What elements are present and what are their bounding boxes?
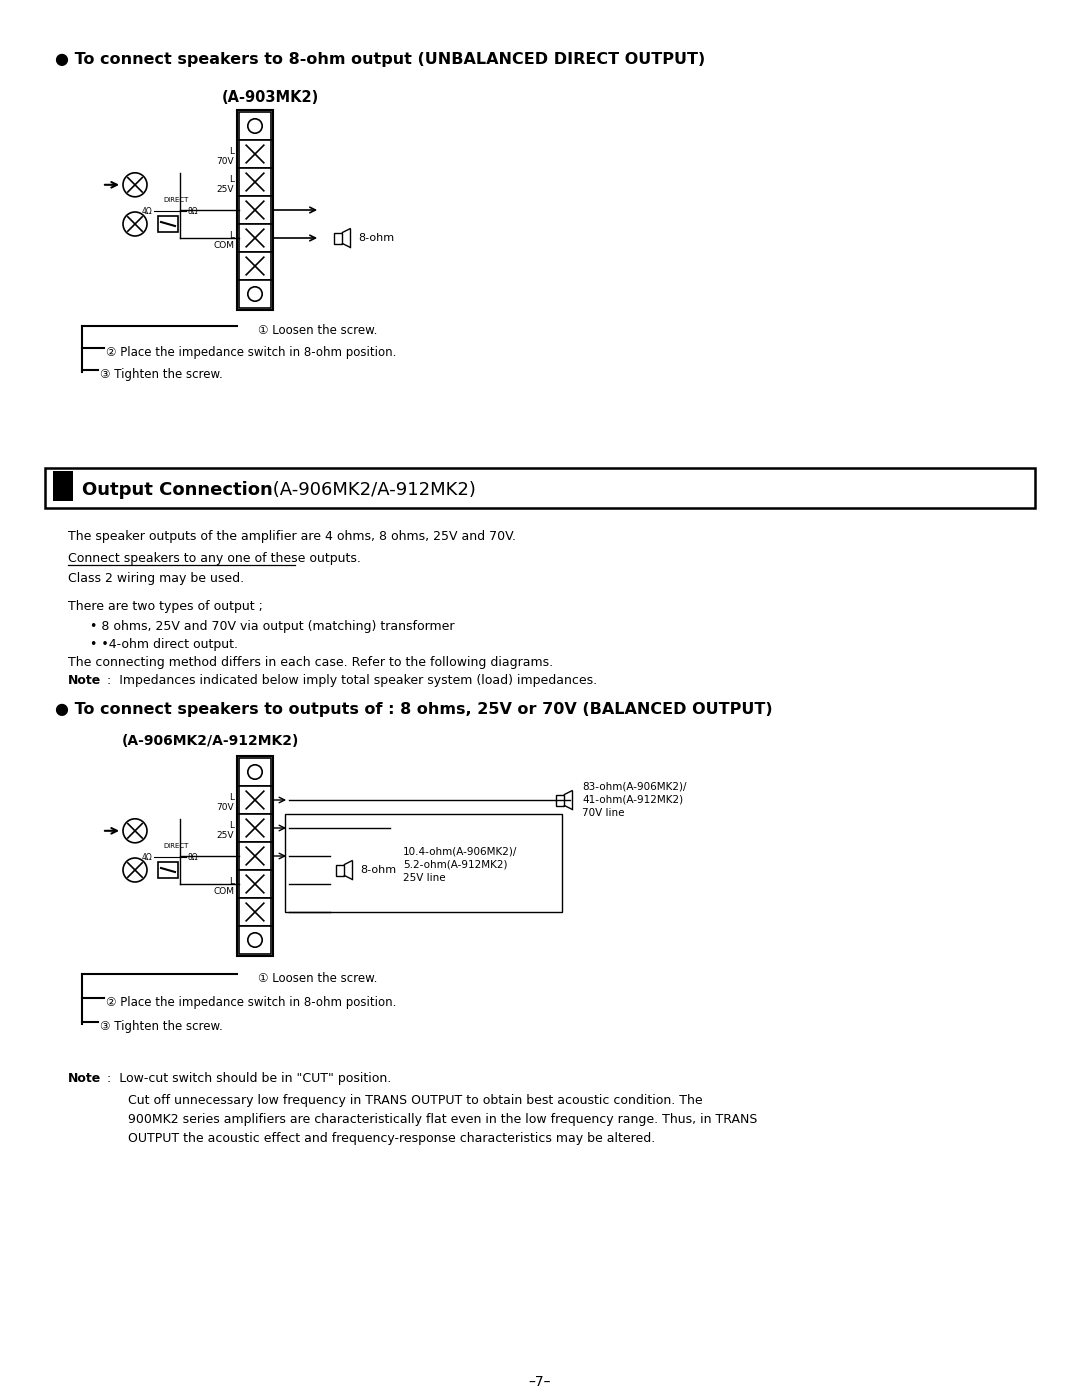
Text: 83-ohm(A-906MK2)/
41-ohm(A-912MK2)
70V line: 83-ohm(A-906MK2)/ 41-ohm(A-912MK2) 70V l… bbox=[582, 782, 687, 819]
Text: COM: COM bbox=[213, 240, 234, 250]
Text: ③ Tighten the screw.: ③ Tighten the screw. bbox=[100, 367, 222, 381]
Bar bbox=[239, 112, 271, 140]
Text: L: L bbox=[229, 820, 234, 830]
Bar bbox=[239, 224, 271, 251]
Text: Output Connection: Output Connection bbox=[82, 481, 273, 499]
Text: • 8 ohms, 25V and 70V via output (matching) transformer: • 8 ohms, 25V and 70V via output (matchi… bbox=[90, 620, 455, 633]
Text: 70V: 70V bbox=[216, 156, 234, 165]
Bar bbox=[237, 110, 273, 310]
Bar bbox=[239, 926, 271, 954]
Circle shape bbox=[123, 173, 147, 197]
Bar bbox=[239, 814, 271, 842]
Text: Cut off unnecessary low frequency in TRANS OUTPUT to obtain best acoustic condit: Cut off unnecessary low frequency in TRA… bbox=[129, 1094, 757, 1146]
Bar bbox=[239, 196, 271, 224]
Text: DIRECT: DIRECT bbox=[163, 842, 188, 849]
Text: ● To connect speakers to outputs of : 8 ohms, 25V or 70V (BALANCED OUTPUT): ● To connect speakers to outputs of : 8 … bbox=[55, 703, 772, 717]
Bar bbox=[555, 795, 565, 806]
Text: 25V: 25V bbox=[216, 830, 234, 840]
Bar bbox=[158, 862, 178, 877]
Text: Connect speakers to any one of these outputs.: Connect speakers to any one of these out… bbox=[68, 552, 361, 564]
Bar bbox=[334, 232, 342, 243]
Text: :  Low-cut switch should be in "CUT" position.: : Low-cut switch should be in "CUT" posi… bbox=[103, 1071, 391, 1085]
Text: 8-ohm: 8-ohm bbox=[360, 865, 396, 875]
Bar bbox=[239, 898, 271, 926]
Text: 25V: 25V bbox=[216, 184, 234, 194]
Text: ② Place the impedance switch in 8-ohm position.: ② Place the impedance switch in 8-ohm po… bbox=[106, 346, 396, 359]
Bar bbox=[239, 168, 271, 196]
Bar bbox=[239, 842, 271, 870]
Bar bbox=[158, 217, 178, 232]
Text: 10.4-ohm(A-906MK2)/
5.2-ohm(A-912MK2)
25V line: 10.4-ohm(A-906MK2)/ 5.2-ohm(A-912MK2) 25… bbox=[403, 847, 517, 883]
Text: Note: Note bbox=[68, 1071, 102, 1085]
Circle shape bbox=[247, 286, 262, 302]
Text: ③ Tighten the screw.: ③ Tighten the screw. bbox=[100, 1020, 222, 1032]
Text: Note: Note bbox=[68, 673, 102, 687]
Text: The connecting method differs in each case. Refer to the following diagrams.: The connecting method differs in each ca… bbox=[68, 657, 553, 669]
Circle shape bbox=[123, 858, 147, 882]
Text: • •4-ohm direct output.: • •4-ohm direct output. bbox=[90, 638, 238, 651]
Text: (A-906MK2/A-912MK2): (A-906MK2/A-912MK2) bbox=[122, 733, 299, 747]
Bar bbox=[45, 468, 1035, 509]
Text: L: L bbox=[229, 792, 234, 802]
Text: :  Impedances indicated below imply total speaker system (load) impedances.: : Impedances indicated below imply total… bbox=[103, 673, 597, 687]
Text: 8-ohm: 8-ohm bbox=[357, 233, 394, 243]
Text: 4Ω: 4Ω bbox=[141, 207, 152, 215]
Circle shape bbox=[123, 212, 147, 236]
Bar bbox=[239, 870, 271, 898]
Bar bbox=[239, 279, 271, 307]
Text: L: L bbox=[229, 175, 234, 183]
Bar bbox=[53, 471, 73, 502]
Text: COM: COM bbox=[213, 887, 234, 895]
Text: L: L bbox=[229, 876, 234, 886]
Text: (A-906MK2/A-912MK2): (A-906MK2/A-912MK2) bbox=[267, 481, 476, 499]
Text: The speaker outputs of the amplifier are 4 ohms, 8 ohms, 25V and 70V.: The speaker outputs of the amplifier are… bbox=[68, 529, 516, 543]
Text: DIRECT: DIRECT bbox=[163, 197, 188, 203]
Bar bbox=[239, 787, 271, 814]
Circle shape bbox=[247, 933, 262, 947]
Text: Class 2 wiring may be used.: Class 2 wiring may be used. bbox=[68, 571, 244, 585]
Text: L: L bbox=[229, 231, 234, 239]
Text: ② Place the impedance switch in 8-ohm position.: ② Place the impedance switch in 8-ohm po… bbox=[106, 996, 396, 1009]
Circle shape bbox=[247, 119, 262, 133]
Text: ● To connect speakers to 8-ohm output (UNBALANCED DIRECT OUTPUT): ● To connect speakers to 8-ohm output (U… bbox=[55, 52, 705, 67]
Text: 70V: 70V bbox=[216, 802, 234, 812]
Text: (A-903MK2): (A-903MK2) bbox=[222, 89, 320, 105]
Bar bbox=[239, 759, 271, 787]
Bar bbox=[336, 865, 345, 876]
Text: L: L bbox=[229, 147, 234, 155]
Text: ① Loosen the screw.: ① Loosen the screw. bbox=[258, 972, 377, 985]
Text: 8Ω: 8Ω bbox=[188, 207, 199, 215]
Bar bbox=[285, 814, 562, 912]
Bar bbox=[237, 756, 273, 956]
Text: –7–: –7– bbox=[529, 1375, 551, 1389]
Text: ① Loosen the screw.: ① Loosen the screw. bbox=[258, 324, 377, 337]
Bar bbox=[239, 251, 271, 279]
Text: 8Ω: 8Ω bbox=[188, 852, 199, 862]
Text: 4Ω: 4Ω bbox=[141, 852, 152, 862]
Text: There are two types of output ;: There are two types of output ; bbox=[68, 599, 262, 613]
Bar bbox=[239, 140, 271, 168]
Circle shape bbox=[123, 819, 147, 842]
Circle shape bbox=[247, 764, 262, 780]
